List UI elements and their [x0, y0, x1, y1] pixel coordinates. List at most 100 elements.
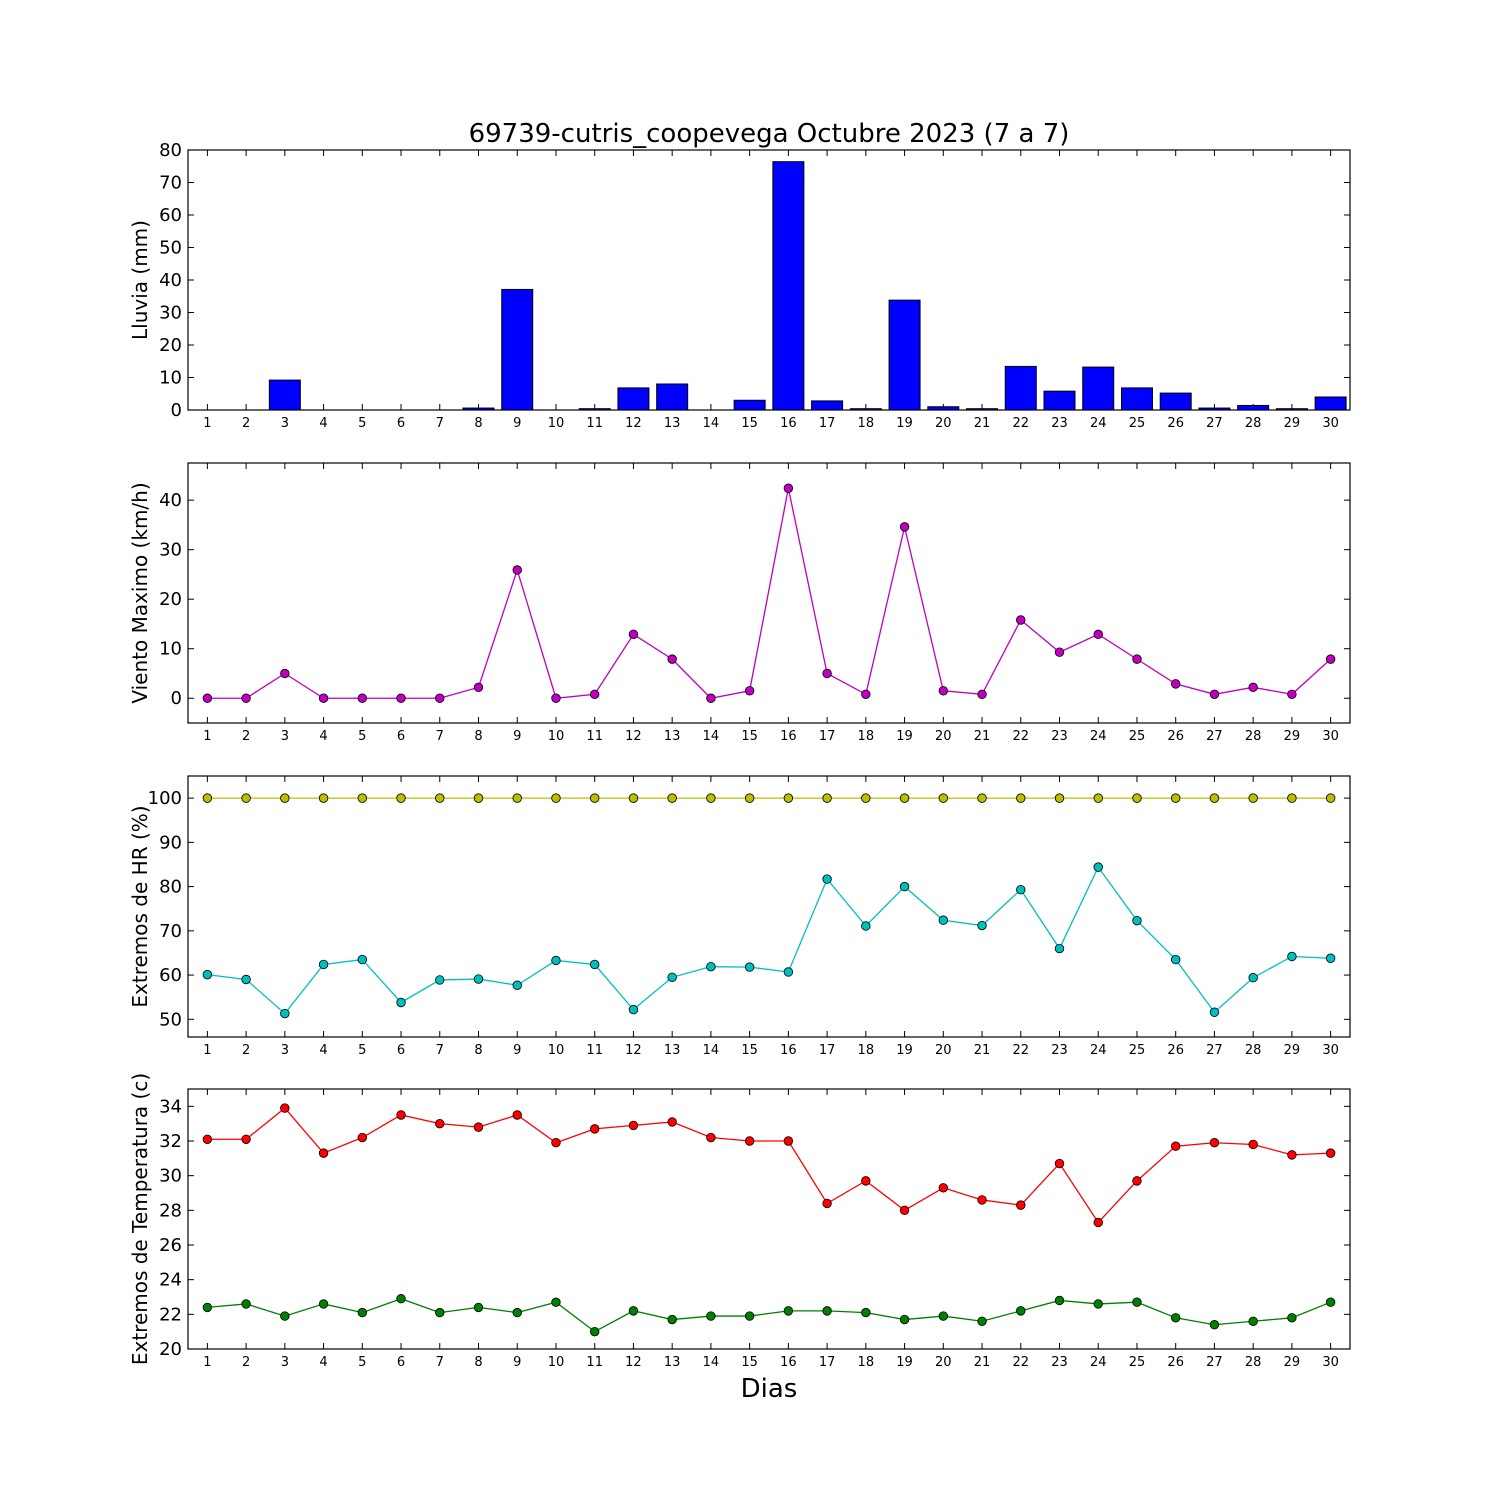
- data-point: [1325, 1297, 1336, 1307]
- data-point: [744, 793, 755, 803]
- data-point: [1093, 629, 1103, 640]
- x-tick-label: 24: [1090, 416, 1107, 431]
- data-point: [783, 1136, 794, 1146]
- x-tick-label: 23: [1051, 1355, 1068, 1370]
- bar: [849, 408, 882, 411]
- x-tick-label: 8: [474, 1043, 482, 1058]
- data-point: [1248, 793, 1258, 803]
- data-point: [1054, 943, 1065, 954]
- bar: [1120, 387, 1153, 411]
- x-tick-label: 2: [242, 1355, 250, 1370]
- x-tick-label: 28: [1245, 416, 1262, 431]
- data-point: [1132, 915, 1142, 926]
- y-tick-label: 70: [159, 173, 182, 194]
- data-point: [706, 1132, 716, 1143]
- x-tick-label: 15: [741, 1355, 758, 1370]
- x-tick-label: 12: [625, 416, 642, 431]
- data-point: [628, 1004, 639, 1015]
- data-point: [280, 1311, 290, 1321]
- data-point: [977, 689, 987, 699]
- data-point: [706, 793, 716, 803]
- data-point: [628, 1120, 639, 1131]
- x-tick-label: 1: [203, 1043, 211, 1058]
- y-tick-label: 28: [159, 1200, 182, 1221]
- x-tick-label: 8: [474, 1355, 482, 1370]
- y-tick-label: 34: [159, 1096, 182, 1117]
- x-tick-label: 18: [858, 729, 875, 744]
- data-point: [318, 793, 329, 803]
- data-point: [861, 1176, 871, 1186]
- series-line: [207, 865, 1331, 1015]
- data-point: [396, 1110, 406, 1120]
- data-point: [899, 793, 910, 803]
- x-tick-label: 28: [1245, 1043, 1262, 1058]
- x-tick-label: 17: [819, 416, 836, 431]
- x-tick-label: 19: [896, 1355, 913, 1370]
- x-tick-label: 18: [858, 416, 875, 431]
- data-point: [280, 1103, 290, 1113]
- y-tick-label: 60: [159, 965, 182, 986]
- data-point: [396, 1294, 406, 1304]
- data-point: [938, 686, 949, 696]
- y-tick-label: 80: [159, 140, 182, 161]
- x-tick-label: 27: [1206, 416, 1223, 431]
- x-tick-label: 30: [1322, 729, 1339, 744]
- bar: [772, 161, 805, 411]
- x-tick-label: 16: [780, 1043, 797, 1058]
- data-point: [1132, 793, 1142, 803]
- series-line: [207, 1107, 1331, 1224]
- data-point: [1016, 884, 1026, 895]
- x-tick-label: 12: [625, 1355, 642, 1370]
- data-point: [512, 980, 522, 990]
- x-tick-label: 28: [1245, 1355, 1262, 1370]
- data-point: [318, 959, 329, 970]
- data-point: [357, 1307, 368, 1318]
- x-tick-label: 11: [586, 416, 603, 431]
- data-point: [202, 793, 213, 803]
- data-point: [783, 1306, 794, 1316]
- data-point: [822, 1198, 832, 1209]
- data-point: [551, 955, 561, 966]
- x-tick-label: 13: [664, 1043, 681, 1058]
- x-tick-label: 4: [319, 1043, 327, 1058]
- x-tick-label: 17: [819, 1043, 836, 1058]
- data-point: [435, 693, 445, 703]
- data-point: [1248, 1316, 1258, 1326]
- data-point: [1093, 862, 1103, 872]
- series-line: [207, 488, 1332, 699]
- data-point: [551, 693, 561, 703]
- x-tick-label: 8: [474, 416, 482, 431]
- x-tick-label: 14: [703, 1043, 720, 1058]
- data-point: [977, 793, 987, 803]
- x-tick-label: 10: [548, 729, 565, 744]
- data-point: [241, 1299, 251, 1309]
- data-point: [628, 793, 639, 803]
- x-tick-label: 12: [625, 729, 642, 744]
- data-point: [202, 693, 213, 703]
- data-point: [822, 1306, 832, 1316]
- data-point: [1054, 793, 1065, 803]
- x-tick-label: 9: [513, 729, 521, 744]
- data-point: [318, 693, 329, 703]
- data-point: [1209, 1320, 1220, 1330]
- x-tick-label: 23: [1051, 416, 1068, 431]
- x-tick-label: 6: [397, 1043, 405, 1058]
- data-point: [512, 1307, 522, 1318]
- x-tick-label: 16: [780, 1355, 797, 1370]
- x-tick-label: 16: [780, 729, 797, 744]
- x-tick-label: 9: [513, 1355, 521, 1370]
- data-point: [1325, 793, 1336, 803]
- x-tick-label: 13: [664, 1355, 681, 1370]
- y-tick-label: 10: [159, 639, 182, 660]
- x-tick-label: 7: [436, 1355, 444, 1370]
- x-tick-label: 30: [1322, 416, 1339, 431]
- data-point: [1054, 1158, 1065, 1169]
- data-point: [667, 1314, 677, 1325]
- y-tick-label: 60: [159, 205, 182, 226]
- x-tick-label: 16: [780, 416, 797, 431]
- bar: [1159, 392, 1192, 411]
- x-tick-label: 7: [436, 1043, 444, 1058]
- x-tick-label: 2: [242, 1043, 250, 1058]
- data-point: [744, 962, 755, 972]
- x-tick-label: 24: [1090, 729, 1107, 744]
